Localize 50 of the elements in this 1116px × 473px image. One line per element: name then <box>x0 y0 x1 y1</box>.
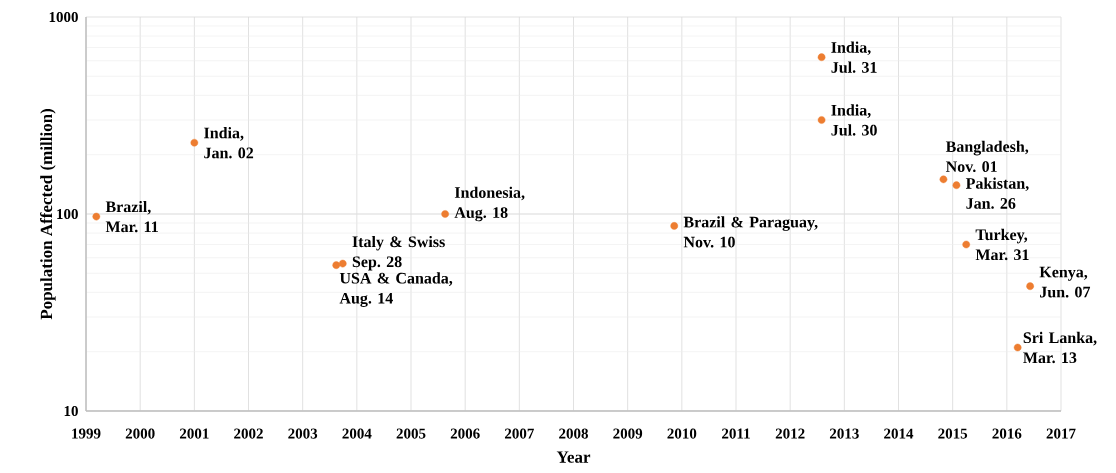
point <box>1013 343 1022 352</box>
y-tick-label: 100 <box>57 208 78 220</box>
x-tick-label: 2014 <box>884 428 914 439</box>
annotation: Kenya, Jun. 07 <box>1039 266 1091 298</box>
x-tick-label: 2012 <box>775 428 805 439</box>
point <box>670 222 679 230</box>
point <box>1026 282 1034 290</box>
annotation: India, Jul. 30 <box>831 104 877 136</box>
x-tick-label: 1999 <box>72 428 101 439</box>
x-tick-label: 2015 <box>938 428 968 439</box>
y-tick-label: 10 <box>64 405 78 417</box>
x-tick-label: 2005 <box>396 428 426 439</box>
annotation: Pakistan, Jan. 26 <box>965 177 1029 209</box>
x-tick-label: 2010 <box>667 428 697 439</box>
annotation: Brazil & Paraguay, Nov. 10 <box>683 216 818 248</box>
annotation: USA & Canada, Aug. 14 <box>339 272 453 307</box>
x-tick-label: 2004 <box>342 428 372 439</box>
point <box>962 240 971 249</box>
x-tick-label: 2011 <box>722 428 750 439</box>
x-tick-label: 2003 <box>288 428 318 439</box>
annotation: India, Jul. 31 <box>831 41 877 73</box>
point <box>338 259 347 268</box>
x-tick-label: 2013 <box>829 428 859 439</box>
annotation: Indonesia, Aug. 18 <box>454 186 525 222</box>
y-tick-label: 1000 <box>49 11 78 23</box>
x-tick-label: 2009 <box>613 428 643 439</box>
x-tick-label: 2016 <box>992 428 1022 439</box>
annotation: Italy & Swiss Sep. 28 <box>352 235 445 271</box>
annotation: India, Jan. 02 <box>204 127 254 159</box>
point <box>190 138 199 147</box>
annotation: Turkey, Mar. 31 <box>975 228 1029 261</box>
point <box>939 175 948 184</box>
x-tick-label: 2002 <box>234 428 263 439</box>
x-axis-title: Year <box>556 451 591 463</box>
x-tick-label: 2007 <box>504 428 534 439</box>
x-tick-label: 2001 <box>179 428 209 439</box>
point <box>332 261 341 269</box>
point <box>441 210 449 218</box>
x-tick-label: 2006 <box>450 428 480 439</box>
annotation: Bangladesh, Nov. 01 <box>945 140 1029 173</box>
point <box>92 212 101 221</box>
annotation: Sri Lanka, Mar. 13 <box>1023 331 1097 364</box>
point <box>952 181 961 189</box>
annotation: Brazil, Mar. 11 <box>105 200 158 233</box>
point <box>817 116 826 124</box>
point <box>817 53 826 61</box>
y-axis-title: Population Affected (million) <box>40 108 56 320</box>
x-tick-label: 2008 <box>559 428 588 439</box>
x-tick-label: 2000 <box>125 428 155 439</box>
x-tick-label: 2017 <box>1046 428 1076 439</box>
